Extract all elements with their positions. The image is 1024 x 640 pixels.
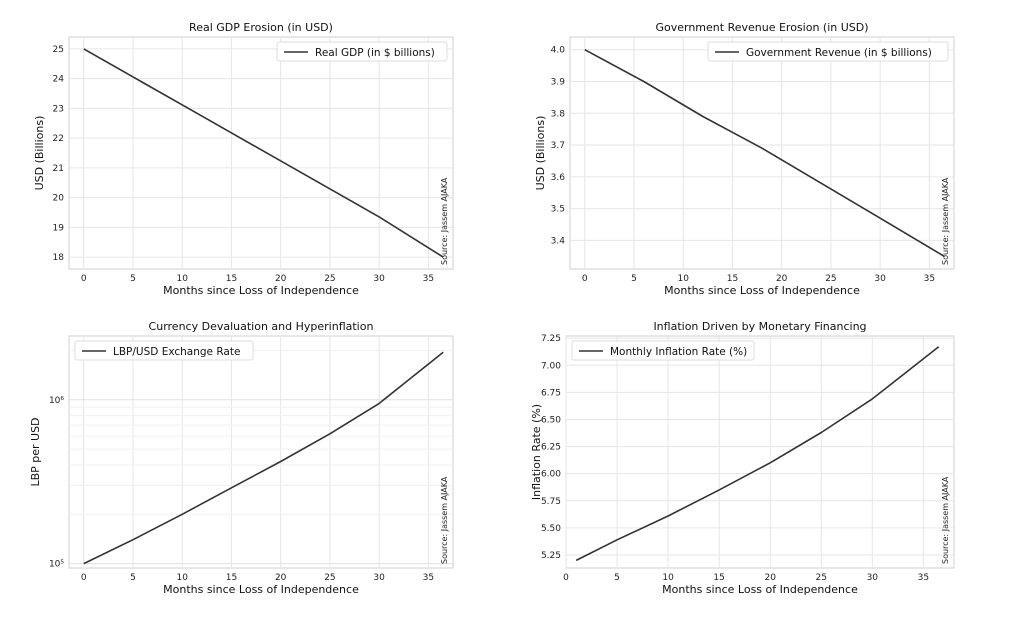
x-tick-label: 20	[275, 274, 287, 284]
source-annotation: Source: Jassem AJAKA	[941, 476, 950, 564]
x-tick-label: 10	[678, 274, 690, 284]
x-tick-label: 5	[130, 274, 136, 284]
y-tick-label: 6.75	[541, 388, 561, 398]
x-tick-label: 20	[275, 573, 287, 583]
y-tick-label: 23	[53, 104, 64, 114]
y-axis-label: USD (Billions)	[534, 116, 547, 191]
y-tick-label: 6.50	[541, 415, 561, 425]
legend-box	[276, 41, 448, 62]
chart-panel-3: 0 5 10 15 20 25 30 35 10⁵ 10⁶ Currency Devaluation…	[29, 320, 454, 596]
y-tick-label: 24	[53, 75, 65, 85]
y-tick-label: 18	[53, 253, 65, 263]
x-tick-label: 30	[867, 573, 879, 583]
series-line	[83, 351, 444, 565]
y-tick-label: 10⁶	[49, 396, 64, 406]
legend-box	[707, 41, 949, 62]
x-tick-label: 5	[631, 274, 637, 284]
source-annotation: Source: Jassem AJAKA	[440, 476, 449, 564]
x-tick-label: 20	[776, 274, 788, 284]
plot-area	[569, 36, 955, 270]
x-tick-label: 10	[177, 573, 189, 583]
y-tick-label: 3.5	[551, 205, 565, 215]
plot-area	[565, 335, 955, 569]
x-tick-label: 25	[816, 573, 827, 583]
x-tick-label: 0	[563, 573, 569, 583]
x-tick-label: 35	[924, 274, 935, 284]
plot-area	[68, 36, 454, 270]
x-tick-label: 15	[727, 274, 738, 284]
chart-panel-1: 0 5 10 15 20 25 30 35 18 19 20 21 22 23 24 25 Real GDP E…	[33, 21, 454, 297]
x-tick-label: 30	[874, 274, 886, 284]
x-tick-label: 5	[614, 573, 620, 583]
y-tick-label: 6.00	[541, 470, 561, 480]
y-axis-label: LBP per USD	[29, 417, 42, 486]
x-axis-label: Months since Loss of Independence	[163, 583, 359, 596]
legend: Monthly Inflation Rate (%)	[571, 340, 755, 361]
source-annotation: Source: Jassem AJAKA	[941, 177, 950, 265]
y-tick-label: 7.25	[541, 334, 561, 344]
legend-box	[74, 340, 254, 361]
legend-label: Real GDP (in $ billions)	[315, 47, 435, 59]
x-tick-label: 25	[825, 274, 836, 284]
y-tick-label: 5.75	[541, 497, 561, 507]
x-tick-label: 5	[130, 573, 136, 583]
y-tick-label: 3.7	[551, 141, 565, 151]
y-tick-label: 10⁵	[49, 560, 64, 570]
x-tick-label: 30	[373, 274, 385, 284]
x-tick-label: 10	[662, 573, 674, 583]
chart-panel-2: 0 5 10 15 20 25 30 35 3.4 3.5 3.6 3.7 3.8 3.9 4.0 Gover…	[534, 21, 955, 297]
y-tick-label: 21	[53, 164, 64, 174]
x-tick-label: 30	[373, 573, 385, 583]
x-tick-label: 10	[177, 274, 189, 284]
x-tick-label: 0	[81, 274, 87, 284]
legend-label: LBP/USD Exchange Rate	[113, 346, 240, 358]
x-tick-label: 35	[423, 573, 434, 583]
y-tick-label: 3.9	[551, 77, 566, 87]
x-tick-label: 25	[324, 573, 335, 583]
y-tick-label: 22	[53, 134, 64, 144]
x-tick-label: 0	[81, 573, 87, 583]
chart-title: Real GDP Erosion (in USD)	[189, 21, 333, 34]
x-tick-label: 20	[764, 573, 776, 583]
y-tick-label: 3.8	[551, 109, 566, 119]
x-tick-label: 0	[582, 274, 588, 284]
y-tick-label: 6.25	[541, 443, 561, 453]
series-line	[584, 48, 945, 257]
series-line	[575, 346, 940, 562]
y-tick-label: 5.25	[541, 551, 561, 561]
legend-label: Monthly Inflation Rate (%)	[610, 346, 747, 358]
chart-title: Currency Devaluation and Hyperinflation	[149, 320, 374, 333]
x-axis-label: Months since Loss of Independence	[664, 284, 860, 297]
y-tick-label: 20	[53, 194, 65, 204]
series-line	[83, 48, 444, 258]
x-tick-label: 35	[918, 573, 929, 583]
y-axis-label: Inflation Rate (%)	[530, 404, 543, 500]
chart-panel-4: 0 5 10 15 20 25 30 35 5.25 5.50 5.75 6.00 6.25 6.50 6.…	[530, 320, 955, 596]
x-tick-label: 15	[226, 573, 237, 583]
x-tick-label: 35	[423, 274, 434, 284]
x-tick-label: 25	[324, 274, 335, 284]
source-annotation: Source: Jassem AJAKA	[440, 177, 449, 265]
chart-title: Inflation Driven by Monetary Financing	[653, 320, 866, 333]
chart-title: Government Revenue Erosion (in USD)	[655, 21, 868, 34]
legend-box	[571, 340, 755, 361]
x-axis-label: Months since Loss of Independence	[662, 583, 858, 596]
legend-label: Government Revenue (in $ billions)	[746, 47, 932, 59]
y-axis-label: USD (Billions)	[33, 116, 46, 191]
y-tick-label: 7.00	[541, 361, 561, 371]
x-tick-label: 15	[713, 573, 724, 583]
plot-area	[68, 335, 454, 569]
y-tick-label: 25	[53, 45, 64, 55]
legend: LBP/USD Exchange Rate	[74, 340, 254, 361]
y-tick-label: 3.6	[551, 173, 566, 183]
x-tick-label: 15	[226, 274, 237, 284]
legend: Real GDP (in $ billions)	[276, 41, 448, 62]
x-axis-label: Months since Loss of Independence	[163, 284, 359, 297]
legend: Government Revenue (in $ billions)	[707, 41, 949, 62]
y-tick-label: 19	[53, 223, 65, 233]
y-tick-label: 5.50	[541, 524, 561, 534]
y-tick-label: 3.4	[551, 236, 566, 246]
y-tick-label: 4.0	[551, 46, 566, 56]
